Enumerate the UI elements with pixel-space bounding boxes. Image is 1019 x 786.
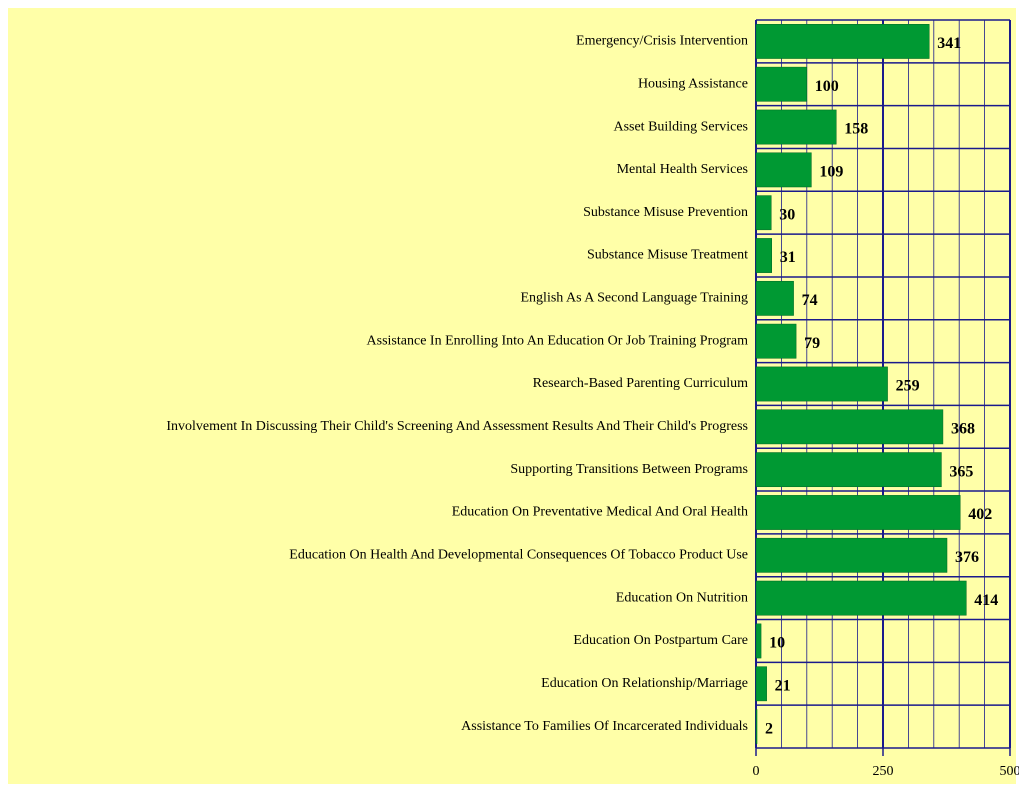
y-tick-label: Supporting Transitions Between Programs: [510, 462, 748, 477]
bar: [755, 323, 797, 359]
bar: [755, 623, 762, 659]
x-tick-label: 0: [753, 764, 760, 779]
y-tick-label: Housing Assistance: [638, 76, 748, 91]
value-label: 365: [949, 463, 973, 480]
bar: [755, 66, 808, 102]
y-tick-label: English As A Second Language Training: [521, 291, 749, 306]
y-tick-label: Education On Relationship/Marriage: [541, 676, 748, 691]
value-label: 100: [815, 78, 839, 95]
bar: [755, 580, 967, 616]
value-label: 30: [779, 206, 795, 223]
y-tick-label: Substance Misuse Treatment: [587, 248, 748, 263]
value-label: 74: [802, 292, 818, 309]
value-label: 31: [780, 249, 796, 266]
value-label: 158: [844, 121, 868, 138]
y-tick-label: Education On Postpartum Care: [573, 633, 748, 648]
bar: [755, 452, 942, 488]
value-label: 109: [819, 164, 843, 181]
y-tick-label: Research-Based Parenting Curriculum: [533, 376, 748, 391]
value-label: 402: [968, 506, 992, 523]
bar: [755, 537, 948, 573]
bar: [755, 409, 944, 445]
bar: [755, 280, 794, 316]
value-label: 341: [937, 35, 961, 52]
y-tick-label: Education On Nutrition: [616, 590, 748, 605]
y-tick-label: Education On Health And Developmental Co…: [289, 548, 748, 563]
bar: [755, 195, 772, 231]
value-label: 10: [769, 635, 785, 652]
y-tick-label: Assistance To Families Of Incarcerated I…: [461, 719, 748, 734]
bar: [755, 495, 961, 530]
bar: [755, 152, 812, 188]
bar: [755, 666, 767, 702]
x-tick-label: 250: [873, 764, 894, 779]
y-tick-label: Involvement In Discussing Their Child's …: [166, 419, 748, 434]
value-label: 79: [804, 335, 820, 352]
y-tick-label: Substance Misuse Prevention: [583, 205, 748, 220]
value-label: 414: [974, 592, 998, 609]
value-label: 21: [775, 677, 791, 694]
y-tick-label: Asset Building Services: [613, 119, 748, 134]
y-tick-label: Emergency/Crisis Intervention: [576, 34, 748, 49]
bar: [755, 109, 837, 145]
value-label: 368: [951, 420, 975, 437]
value-label: 259: [896, 378, 920, 395]
value-label: 2: [765, 720, 773, 737]
y-tick-label: Education On Preventative Medical And Or…: [452, 505, 748, 520]
bar: [755, 238, 772, 273]
bar: [755, 709, 758, 744]
x-tick-label: 500: [1000, 764, 1019, 779]
bar: [755, 24, 930, 59]
y-tick-label: Mental Health Services: [617, 162, 748, 177]
y-tick-label: Assistance In Enrolling Into An Educatio…: [367, 333, 749, 348]
value-label: 376: [955, 549, 979, 566]
bar: [755, 366, 888, 402]
